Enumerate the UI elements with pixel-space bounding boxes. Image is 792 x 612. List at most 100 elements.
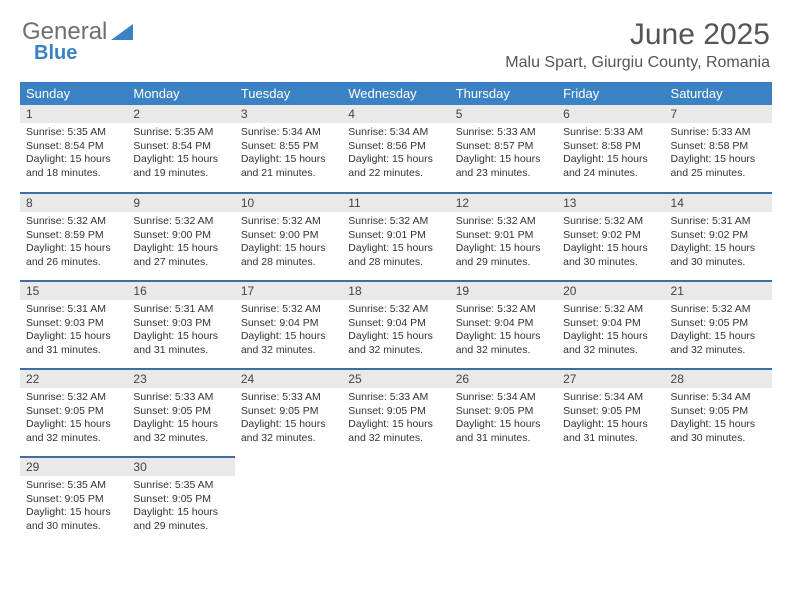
sunset-text: Sunset: 9:04 PM [563,317,658,331]
calendar-cell: 12Sunrise: 5:32 AMSunset: 9:01 PMDayligh… [450,193,557,281]
day-content: Sunrise: 5:33 AMSunset: 8:58 PMDaylight:… [665,123,772,187]
sunset-text: Sunset: 8:58 PM [563,140,658,154]
day-number: 23 [127,370,234,388]
day-number: 14 [665,194,772,212]
sunset-text: Sunset: 9:02 PM [671,229,766,243]
daylight-text: Daylight: 15 hours and 21 minutes. [241,153,336,180]
sunrise-text: Sunrise: 5:32 AM [563,215,658,229]
calendar-cell: 9Sunrise: 5:32 AMSunset: 9:00 PMDaylight… [127,193,234,281]
day-number: 30 [127,458,234,476]
day-content: Sunrise: 5:35 AMSunset: 8:54 PMDaylight:… [20,123,127,187]
sunset-text: Sunset: 8:55 PM [241,140,336,154]
sunrise-text: Sunrise: 5:34 AM [563,391,658,405]
sunrise-text: Sunrise: 5:32 AM [133,215,228,229]
sunset-text: Sunset: 8:59 PM [26,229,121,243]
sunrise-text: Sunrise: 5:34 AM [348,126,443,140]
sunrise-text: Sunrise: 5:34 AM [241,126,336,140]
day-number: 22 [20,370,127,388]
daylight-text: Daylight: 15 hours and 32 minutes. [671,330,766,357]
sunset-text: Sunset: 8:54 PM [133,140,228,154]
day-number: 8 [20,194,127,212]
sunset-text: Sunset: 9:00 PM [133,229,228,243]
calendar-cell: 25Sunrise: 5:33 AMSunset: 9:05 PMDayligh… [342,369,449,457]
day-content: Sunrise: 5:32 AMSunset: 9:05 PMDaylight:… [665,300,772,364]
daylight-text: Daylight: 15 hours and 30 minutes. [671,242,766,269]
day-number: 21 [665,282,772,300]
day-content: Sunrise: 5:32 AMSunset: 9:04 PMDaylight:… [342,300,449,364]
calendar-cell: 15Sunrise: 5:31 AMSunset: 9:03 PMDayligh… [20,281,127,369]
daylight-text: Daylight: 15 hours and 18 minutes. [26,153,121,180]
day-content: Sunrise: 5:31 AMSunset: 9:03 PMDaylight:… [127,300,234,364]
daylight-text: Daylight: 15 hours and 26 minutes. [26,242,121,269]
calendar-cell: 11Sunrise: 5:32 AMSunset: 9:01 PMDayligh… [342,193,449,281]
daylight-text: Daylight: 15 hours and 30 minutes. [671,418,766,445]
sunset-text: Sunset: 9:05 PM [26,493,121,507]
day-number: 19 [450,282,557,300]
title-block: June 2025 Malu Spart, Giurgiu County, Ro… [505,18,770,72]
day-content: Sunrise: 5:31 AMSunset: 9:03 PMDaylight:… [20,300,127,364]
sunrise-text: Sunrise: 5:33 AM [348,391,443,405]
day-header-monday: Monday [127,82,234,105]
calendar-table: Sunday Monday Tuesday Wednesday Thursday… [20,82,772,545]
day-number: 18 [342,282,449,300]
day-content: Sunrise: 5:33 AMSunset: 9:05 PMDaylight:… [235,388,342,452]
calendar-cell: 27Sunrise: 5:34 AMSunset: 9:05 PMDayligh… [557,369,664,457]
day-content: Sunrise: 5:32 AMSunset: 9:01 PMDaylight:… [450,212,557,276]
day-number: 16 [127,282,234,300]
sunset-text: Sunset: 9:00 PM [241,229,336,243]
calendar-cell: 21Sunrise: 5:32 AMSunset: 9:05 PMDayligh… [665,281,772,369]
calendar-cell: 16Sunrise: 5:31 AMSunset: 9:03 PMDayligh… [127,281,234,369]
daylight-text: Daylight: 15 hours and 32 minutes. [26,418,121,445]
day-number: 11 [342,194,449,212]
calendar-body: 1Sunrise: 5:35 AMSunset: 8:54 PMDaylight… [20,105,772,545]
calendar-cell: 1Sunrise: 5:35 AMSunset: 8:54 PMDaylight… [20,105,127,193]
day-number: 20 [557,282,664,300]
day-content: Sunrise: 5:32 AMSunset: 9:04 PMDaylight:… [557,300,664,364]
sunset-text: Sunset: 9:04 PM [241,317,336,331]
calendar-week-row: 1Sunrise: 5:35 AMSunset: 8:54 PMDaylight… [20,105,772,193]
day-content: Sunrise: 5:35 AMSunset: 9:05 PMDaylight:… [127,476,234,540]
calendar-cell: 3Sunrise: 5:34 AMSunset: 8:55 PMDaylight… [235,105,342,193]
calendar-cell: 28Sunrise: 5:34 AMSunset: 9:05 PMDayligh… [665,369,772,457]
sunrise-text: Sunrise: 5:35 AM [133,126,228,140]
sunrise-text: Sunrise: 5:32 AM [671,303,766,317]
calendar-cell: 23Sunrise: 5:33 AMSunset: 9:05 PMDayligh… [127,369,234,457]
sunrise-text: Sunrise: 5:31 AM [26,303,121,317]
sunset-text: Sunset: 9:01 PM [348,229,443,243]
day-header-thursday: Thursday [450,82,557,105]
day-content: Sunrise: 5:32 AMSunset: 9:01 PMDaylight:… [342,212,449,276]
sunrise-text: Sunrise: 5:31 AM [671,215,766,229]
calendar-cell: 6Sunrise: 5:33 AMSunset: 8:58 PMDaylight… [557,105,664,193]
sunrise-text: Sunrise: 5:31 AM [133,303,228,317]
day-content: Sunrise: 5:34 AMSunset: 9:05 PMDaylight:… [450,388,557,452]
daylight-text: Daylight: 15 hours and 30 minutes. [563,242,658,269]
sunset-text: Sunset: 9:05 PM [456,405,551,419]
daylight-text: Daylight: 15 hours and 32 minutes. [456,330,551,357]
sunrise-text: Sunrise: 5:32 AM [241,215,336,229]
sunrise-text: Sunrise: 5:33 AM [456,126,551,140]
daylight-text: Daylight: 15 hours and 31 minutes. [26,330,121,357]
day-number: 13 [557,194,664,212]
day-content: Sunrise: 5:34 AMSunset: 8:56 PMDaylight:… [342,123,449,187]
daylight-text: Daylight: 15 hours and 29 minutes. [133,506,228,533]
day-number: 9 [127,194,234,212]
calendar-week-row: 15Sunrise: 5:31 AMSunset: 9:03 PMDayligh… [20,281,772,369]
day-content: Sunrise: 5:32 AMSunset: 9:02 PMDaylight:… [557,212,664,276]
calendar-cell: 26Sunrise: 5:34 AMSunset: 9:05 PMDayligh… [450,369,557,457]
sunrise-text: Sunrise: 5:32 AM [26,391,121,405]
daylight-text: Daylight: 15 hours and 28 minutes. [348,242,443,269]
calendar-cell: 20Sunrise: 5:32 AMSunset: 9:04 PMDayligh… [557,281,664,369]
day-number: 2 [127,105,234,123]
daylight-text: Daylight: 15 hours and 31 minutes. [563,418,658,445]
day-content: Sunrise: 5:31 AMSunset: 9:02 PMDaylight:… [665,212,772,276]
sunset-text: Sunset: 9:03 PM [26,317,121,331]
calendar-cell: 2Sunrise: 5:35 AMSunset: 8:54 PMDaylight… [127,105,234,193]
sunset-text: Sunset: 9:05 PM [563,405,658,419]
calendar-header-row: Sunday Monday Tuesday Wednesday Thursday… [20,82,772,105]
daylight-text: Daylight: 15 hours and 32 minutes. [133,418,228,445]
day-content: Sunrise: 5:35 AMSunset: 8:54 PMDaylight:… [127,123,234,187]
calendar-cell: 8Sunrise: 5:32 AMSunset: 8:59 PMDaylight… [20,193,127,281]
calendar-cell: 24Sunrise: 5:33 AMSunset: 9:05 PMDayligh… [235,369,342,457]
day-number: 26 [450,370,557,388]
calendar-cell: 22Sunrise: 5:32 AMSunset: 9:05 PMDayligh… [20,369,127,457]
